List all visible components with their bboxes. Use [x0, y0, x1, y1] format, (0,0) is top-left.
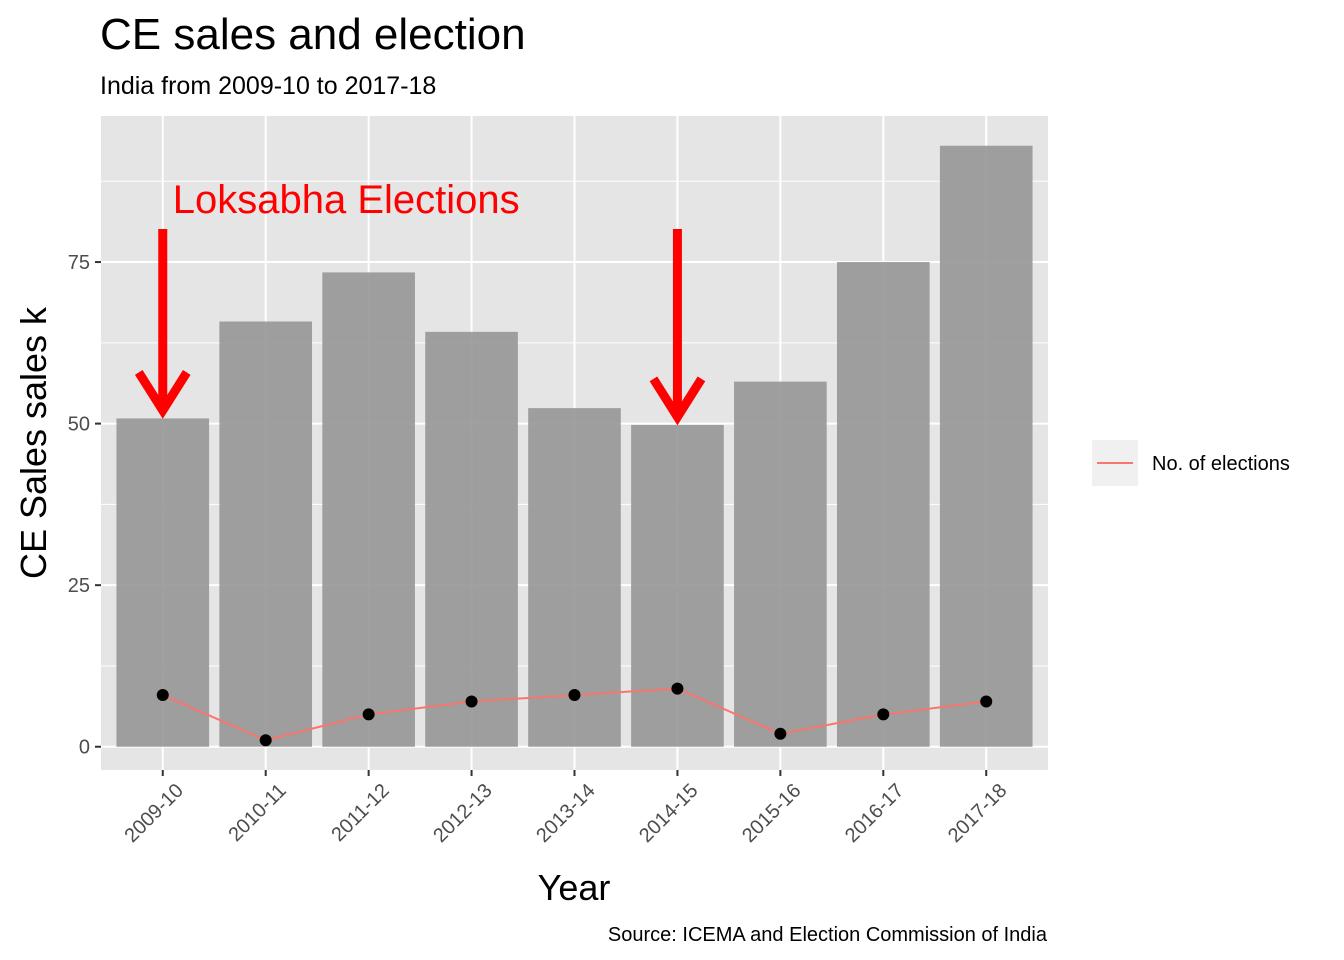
x-tick-label: 2014-15: [635, 780, 702, 847]
chart-caption: Source: ICEMA and Election Commission of…: [608, 924, 1048, 946]
x-tick-label: 2015-16: [738, 780, 805, 847]
annotation-layer: Loksabha Elections: [134, 178, 706, 426]
bars: [116, 145, 1033, 747]
y-tick-label: 50: [68, 414, 90, 436]
bar-2012-13: [425, 331, 518, 747]
x-tick-label: 2010-11: [224, 780, 290, 846]
x-tick-label: 2016-17: [841, 780, 908, 847]
bar-2014-15: [631, 424, 724, 747]
election-points: [156, 682, 993, 747]
election-point-2014-15: [671, 682, 684, 695]
y-tick-label: 25: [68, 575, 90, 597]
annotation-arrow-head: [649, 376, 706, 426]
y-axis: 0 25 50 75: [68, 252, 101, 759]
election-point-2016-17: [877, 708, 890, 721]
x-axis-title: Year: [538, 867, 611, 908]
bar-2017-18: [939, 145, 1033, 747]
election-point-2009-10: [156, 689, 169, 702]
chart-title: CE sales and election: [100, 10, 526, 59]
bar-2016-17: [836, 262, 930, 747]
x-tick-label: 2017-18: [944, 780, 1011, 847]
election-point-2013-14: [568, 689, 581, 702]
x-tick-label: 2013-14: [532, 780, 599, 847]
y-tick-label: 0: [79, 737, 90, 759]
bar-2010-11: [219, 321, 313, 747]
x-tick-label: 2012-13: [429, 780, 496, 847]
chart-subtitle: India from 2009-10 to 2017-18: [100, 72, 436, 100]
annotation-arrow-head: [134, 370, 191, 419]
election-point-2010-11: [259, 734, 272, 747]
bar-2015-16: [734, 381, 827, 747]
legend: No. of elections: [1092, 440, 1290, 486]
x-axis: 2009-10 2010-11 2011-12 2012-13 2013-14 2014-…: [120, 770, 1011, 847]
election-point-2015-16: [774, 727, 787, 740]
legend-label: No. of elections: [1152, 453, 1290, 475]
election-point-2012-13: [465, 695, 478, 708]
bar-2011-12: [322, 272, 415, 747]
y-tick-label: 75: [68, 252, 90, 274]
y-axis-title: CE Sales sales k: [13, 306, 54, 579]
election-point-2011-12: [362, 708, 375, 721]
x-tick-label: 2009-10: [120, 780, 187, 847]
annotation-label: Loksabha Elections: [173, 178, 520, 222]
election-point-2017-18: [980, 695, 993, 708]
x-tick-label: 2011-12: [327, 780, 393, 846]
